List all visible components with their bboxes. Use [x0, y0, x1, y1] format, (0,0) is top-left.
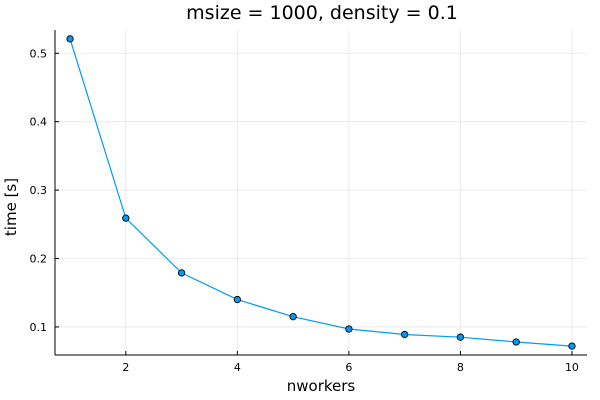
data-point-1 — [66, 35, 74, 43]
data-point-2 — [122, 214, 130, 222]
grid — [55, 30, 587, 355]
x-tick-label-6: 6 — [345, 361, 352, 374]
y-tick-label-3: 0.4 — [30, 116, 48, 129]
x-tick-label-2: 2 — [122, 361, 129, 374]
series — [66, 35, 576, 350]
series-line-0 — [69, 38, 572, 347]
y-tick-label-4: 0.5 — [30, 47, 48, 60]
data-point-7 — [400, 330, 409, 339]
data-point-5 — [289, 313, 297, 321]
axes — [54, 30, 587, 356]
y-tick-label-2: 0.3 — [30, 184, 48, 197]
data-point-9 — [512, 338, 520, 346]
data-point-8 — [456, 333, 465, 341]
data-point-6 — [345, 325, 353, 333]
tick-labels: 2 4 6 8 10 0.1 0.2 0.3 0.4 0.5 — [30, 47, 579, 374]
x-axis-label: nworkers — [287, 377, 356, 395]
data-point-10 — [568, 342, 576, 350]
data-point-4 — [233, 295, 242, 304]
y-tick-label-1: 0.2 — [30, 253, 48, 266]
x-tick-label-4: 4 — [234, 361, 241, 374]
chart-title: msize = 1000, density = 0.1 — [186, 2, 458, 24]
data-point-3 — [177, 269, 186, 277]
x-tick-label-10: 10 — [565, 361, 579, 374]
y-tick-label-0: 0.1 — [30, 321, 48, 334]
y-axis-label: time [s] — [2, 178, 20, 236]
x-tick-label-8: 8 — [457, 361, 464, 374]
